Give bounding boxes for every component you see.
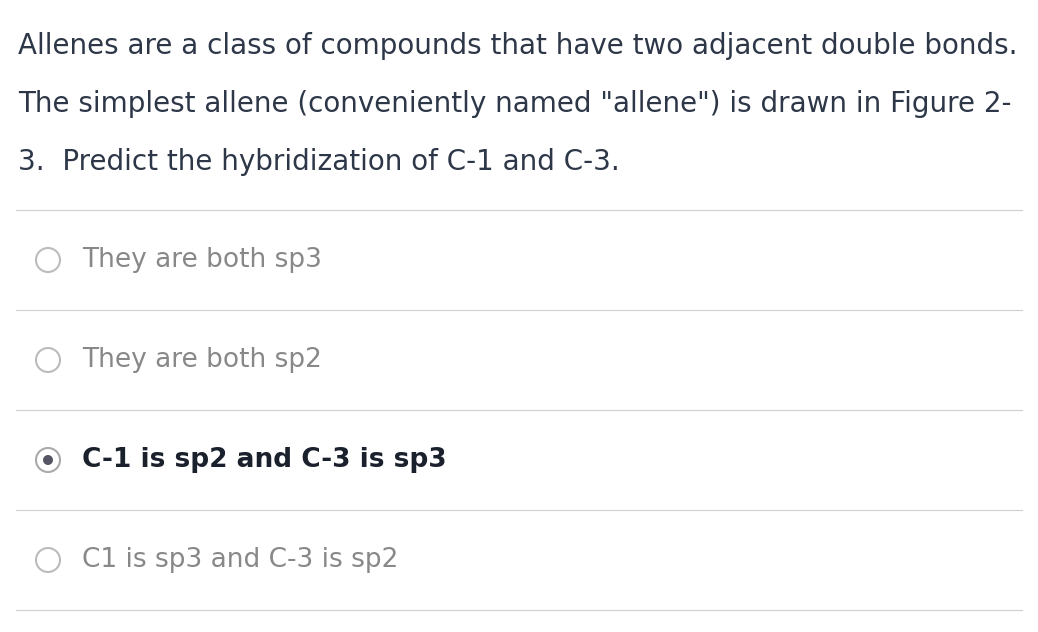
Text: They are both sp3: They are both sp3 [82,247,322,273]
Text: C-1 is sp2 and C-3 is sp3: C-1 is sp2 and C-3 is sp3 [82,447,446,473]
Circle shape [43,455,53,465]
Text: They are both sp2: They are both sp2 [82,347,322,373]
Text: 3.  Predict the hybridization of C-1 and C-3.: 3. Predict the hybridization of C-1 and … [18,148,620,176]
Text: Allenes are a class of compounds that have two adjacent double bonds.: Allenes are a class of compounds that ha… [18,32,1017,60]
Text: C1 is sp3 and C-3 is sp2: C1 is sp3 and C-3 is sp2 [82,547,399,573]
Text: The simplest allene (conveniently named "allene") is drawn in Figure 2-: The simplest allene (conveniently named … [18,90,1011,118]
